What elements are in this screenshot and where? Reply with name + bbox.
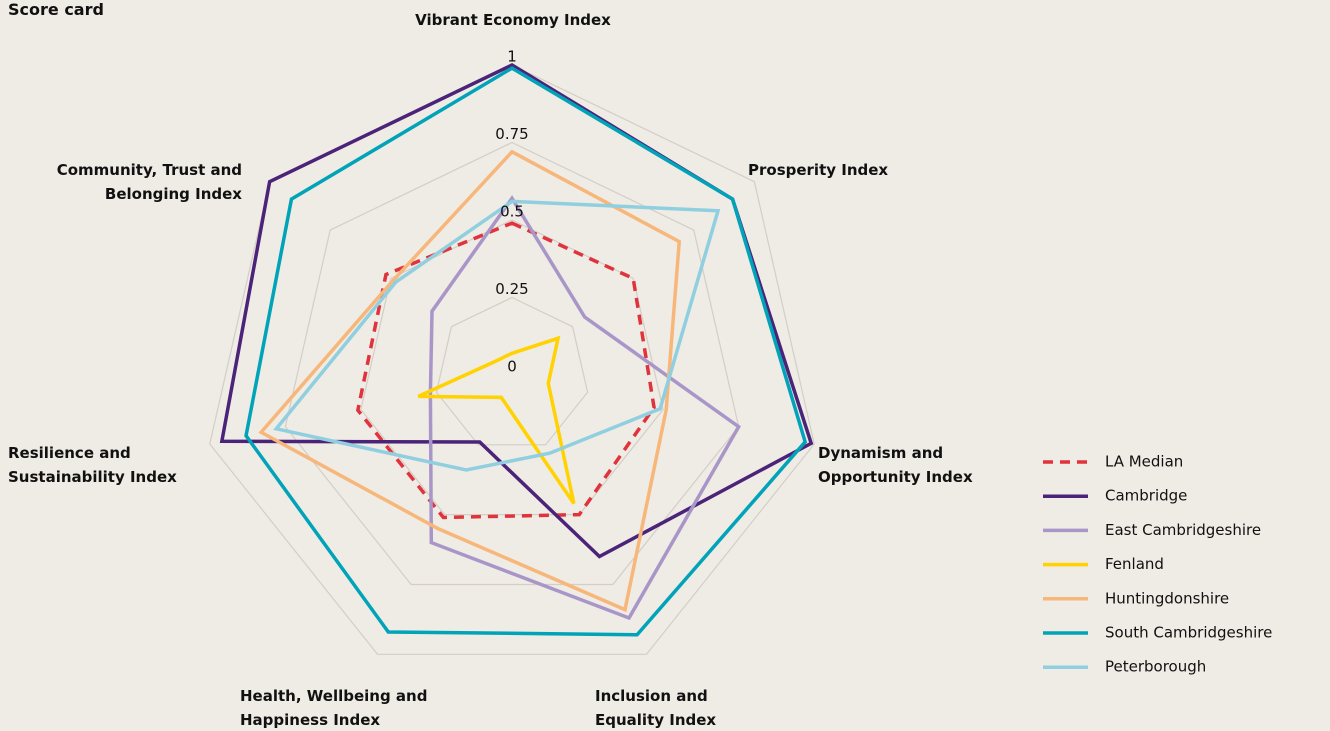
legend-label: Cambridge <box>1105 487 1187 505</box>
axis-label: Resilience and Sustainability Index <box>8 444 177 486</box>
series-line <box>273 199 721 472</box>
series-line <box>355 221 656 520</box>
r-tick-label: 0.25 <box>495 280 528 298</box>
series-line <box>258 149 682 613</box>
axis-label: Dynamism and Opportunity Index <box>818 444 973 486</box>
grid-ring <box>209 64 815 655</box>
series-line <box>244 66 808 637</box>
r-tick-label: 0.75 <box>495 125 528 143</box>
axis-label: Inclusion and Equality Index <box>595 687 717 729</box>
grid-ring <box>435 296 589 446</box>
legend-label: LA Median <box>1105 453 1183 471</box>
series-line <box>417 335 576 505</box>
chart-title: Score card <box>8 0 104 19</box>
axis-label: Prosperity Index <box>748 161 889 179</box>
r-tick-label: 0.5 <box>500 203 524 221</box>
axis-label: Community, Trust and Belonging Index <box>56 161 242 203</box>
axis-label: Vibrant Economy Index <box>415 11 611 29</box>
r-tick-label: 0 <box>507 358 517 376</box>
legend-label: Fenland <box>1105 555 1164 573</box>
legend-label: South Cambridgeshire <box>1105 624 1272 642</box>
axis-label: Health, Wellbeing and Happiness Index <box>240 687 428 729</box>
series-line <box>428 195 741 621</box>
r-tick-label: 1 <box>507 48 517 66</box>
legend-label: Peterborough <box>1105 658 1206 676</box>
legend-label: Huntingdonshire <box>1105 589 1229 607</box>
legend-label: East Cambridgeshire <box>1105 521 1261 539</box>
